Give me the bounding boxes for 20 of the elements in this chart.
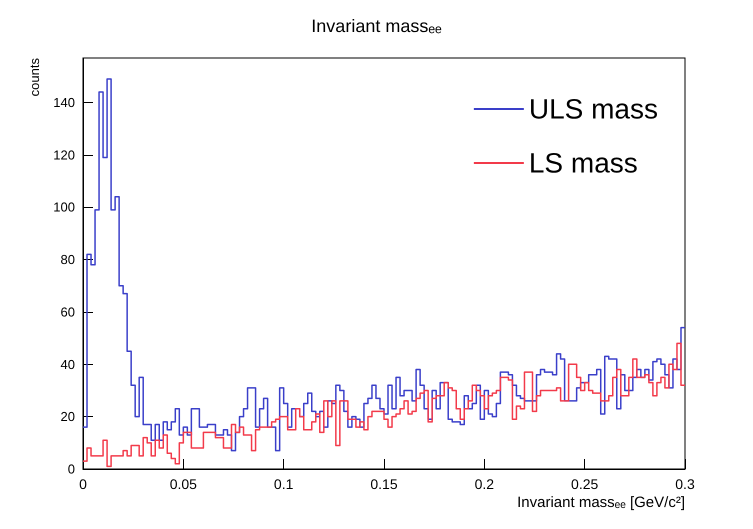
x-tick-label: 0 bbox=[79, 476, 88, 492]
y-tick-label: 100 bbox=[53, 200, 75, 215]
chart-title: Invariant massₑₑ bbox=[311, 16, 442, 36]
x-tick-label: 0.05 bbox=[170, 476, 198, 492]
y-tick-label: 20 bbox=[60, 409, 75, 424]
y-tick-label: 140 bbox=[53, 95, 75, 110]
y-tick-label: 60 bbox=[60, 304, 75, 320]
x-tick-label: 0.25 bbox=[571, 476, 599, 492]
x-tick-label: 0.3 bbox=[675, 476, 695, 492]
x-tick-label: 0.15 bbox=[370, 476, 398, 492]
x-tick-label: 0.2 bbox=[474, 476, 494, 492]
y-tick-label: 0 bbox=[68, 462, 75, 476]
legend-label: ULS mass bbox=[528, 94, 658, 124]
y-tick-label: 40 bbox=[60, 356, 75, 372]
legend-label: LS mass bbox=[528, 148, 638, 178]
x-axis-title: Invariant massₑₑ [GeV/c²] bbox=[517, 494, 685, 511]
y-tick-label: 120 bbox=[53, 147, 75, 162]
y-axis-title: counts bbox=[27, 58, 42, 96]
y-tick-label: 80 bbox=[60, 252, 75, 268]
x-tick-label: 0.1 bbox=[274, 476, 294, 492]
